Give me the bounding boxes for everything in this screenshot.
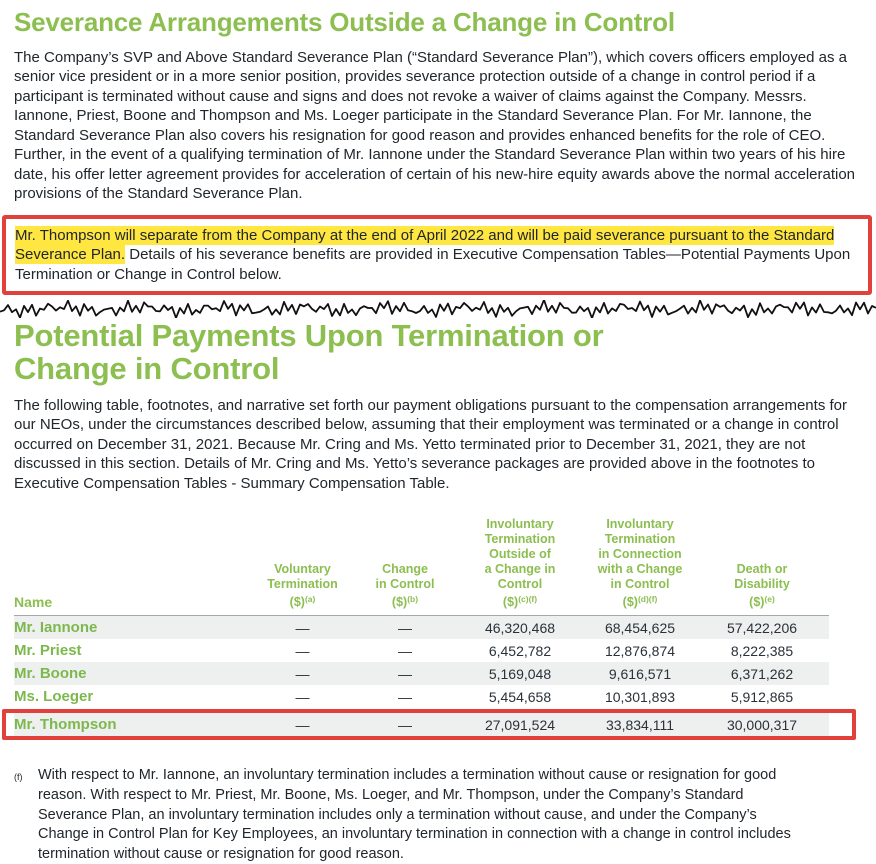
- table-row-iannone: Mr. Iannone — — 46,320,468 68,454,625 57…: [14, 616, 829, 640]
- section2-paragraph: The following table, footnotes, and narr…: [14, 396, 847, 492]
- header-name: Name: [14, 594, 53, 611]
- footnote-f: (f) With respect to Mr. Iannone, an invo…: [14, 766, 814, 864]
- footnote-marker: (f): [14, 772, 23, 783]
- header-voluntary-termination: Voluntary Termination ($)(a): [267, 562, 338, 610]
- header-change-in-control: Change in Control ($)(b): [375, 562, 435, 610]
- header-death-or-disability: Death or Disability ($)(e): [734, 562, 790, 610]
- annotation-red-box: Mr. Thompson will separate from the Comp…: [2, 214, 872, 296]
- table-row-boone: Mr. Boone — — 5,169,048 9,616,571 6,371,…: [14, 662, 829, 686]
- table-header-row: Name Voluntary Termination ($)(a) Change …: [14, 517, 829, 617]
- header-involuntary-outside-cic: Involuntary Termination Outside of a Cha…: [484, 517, 556, 610]
- section2-title: Potential Payments Upon Termination or C…: [14, 318, 604, 386]
- callout-rest-text: Details of his severance benefits are pr…: [15, 246, 851, 283]
- section1-paragraph: The Company’s SVP and Above Standard Sev…: [14, 48, 856, 203]
- table-row-loeger: Ms. Loeger — — 5,454,658 10,301,893 5,91…: [14, 688, 794, 706]
- section1-title: Severance Arrangements Outside a Change …: [14, 7, 675, 37]
- annotation-red-box-thompson-row: Mr. Thompson — — 27,091,524 33,834,111 3…: [2, 709, 856, 741]
- footnote-text: With respect to Mr. Iannone, an involunt…: [38, 767, 791, 862]
- potential-payments-table: Name Voluntary Termination ($)(a) Change …: [2, 517, 856, 741]
- torn-paper-divider: [0, 300, 876, 319]
- table-row-priest: Mr. Priest — — 6,452,782 12,876,874 8,22…: [14, 642, 794, 660]
- table-row-thompson: Mr. Thompson — — 27,091,524 33,834,111 3…: [14, 713, 829, 737]
- header-involuntary-with-cic: Involuntary Termination in Connection wi…: [597, 517, 683, 610]
